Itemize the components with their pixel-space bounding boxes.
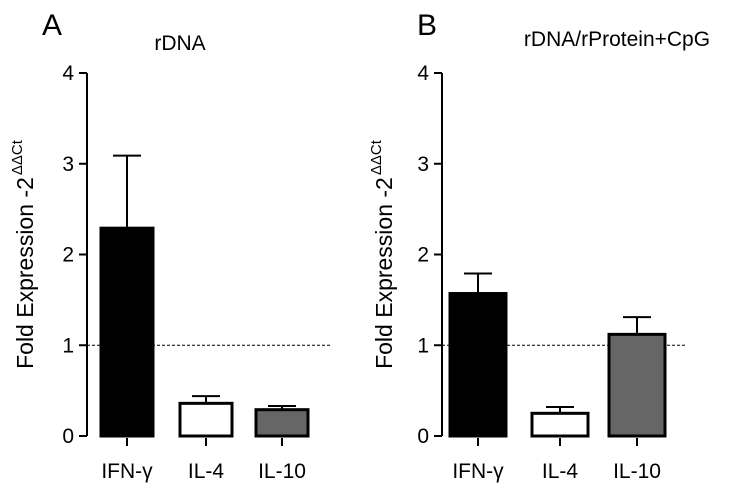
y-axis-label-text: Fold Expression -2 (371, 177, 397, 369)
x-tick-label: IL-10 (613, 460, 661, 483)
y-tick-label: 1 (417, 334, 429, 357)
bar-il-4 (530, 411, 590, 438)
bar-ifn- (448, 292, 508, 438)
x-tick-label: IFN-γ (101, 460, 153, 483)
y-tick-label: 0 (417, 425, 429, 448)
y-tick-label: 2 (62, 244, 74, 267)
x-tick-label: IL-10 (258, 460, 306, 483)
y-axis-label: Fold Expression -2 ΔΔCt (368, 139, 397, 369)
y-tick-label: 2 (417, 244, 429, 267)
chart-title: rDNA (154, 32, 205, 55)
y-axis-label: Fold Expression -2 ΔΔCt (9, 139, 38, 369)
x-tick-label: IL-4 (542, 460, 579, 483)
bar-il-10 (254, 408, 310, 438)
y-tick-label: 1 (62, 334, 74, 357)
chart-title: rDNA/rProtein+CpG (524, 28, 710, 51)
y-tick-label: 4 (62, 62, 74, 85)
y-tick-label: 0 (62, 425, 74, 448)
x-tick-label: IFN-γ (452, 460, 504, 483)
bar-il-4 (178, 401, 234, 438)
y-tick-label: 3 (417, 153, 429, 176)
y-tick-label: 3 (62, 153, 74, 176)
panel-letter: B (417, 9, 437, 42)
y-axis-label-superscript: ΔΔCt (9, 139, 26, 175)
y-tick-label: 4 (417, 62, 429, 85)
y-axis-label-superscript: ΔΔCt (368, 139, 385, 175)
bar-il-10 (607, 332, 667, 438)
x-tick-label: IL-4 (188, 460, 225, 483)
y-axis-label-text: Fold Expression -2 (12, 177, 38, 369)
panel-letter: A (42, 9, 62, 42)
bar-ifn- (99, 226, 155, 438)
